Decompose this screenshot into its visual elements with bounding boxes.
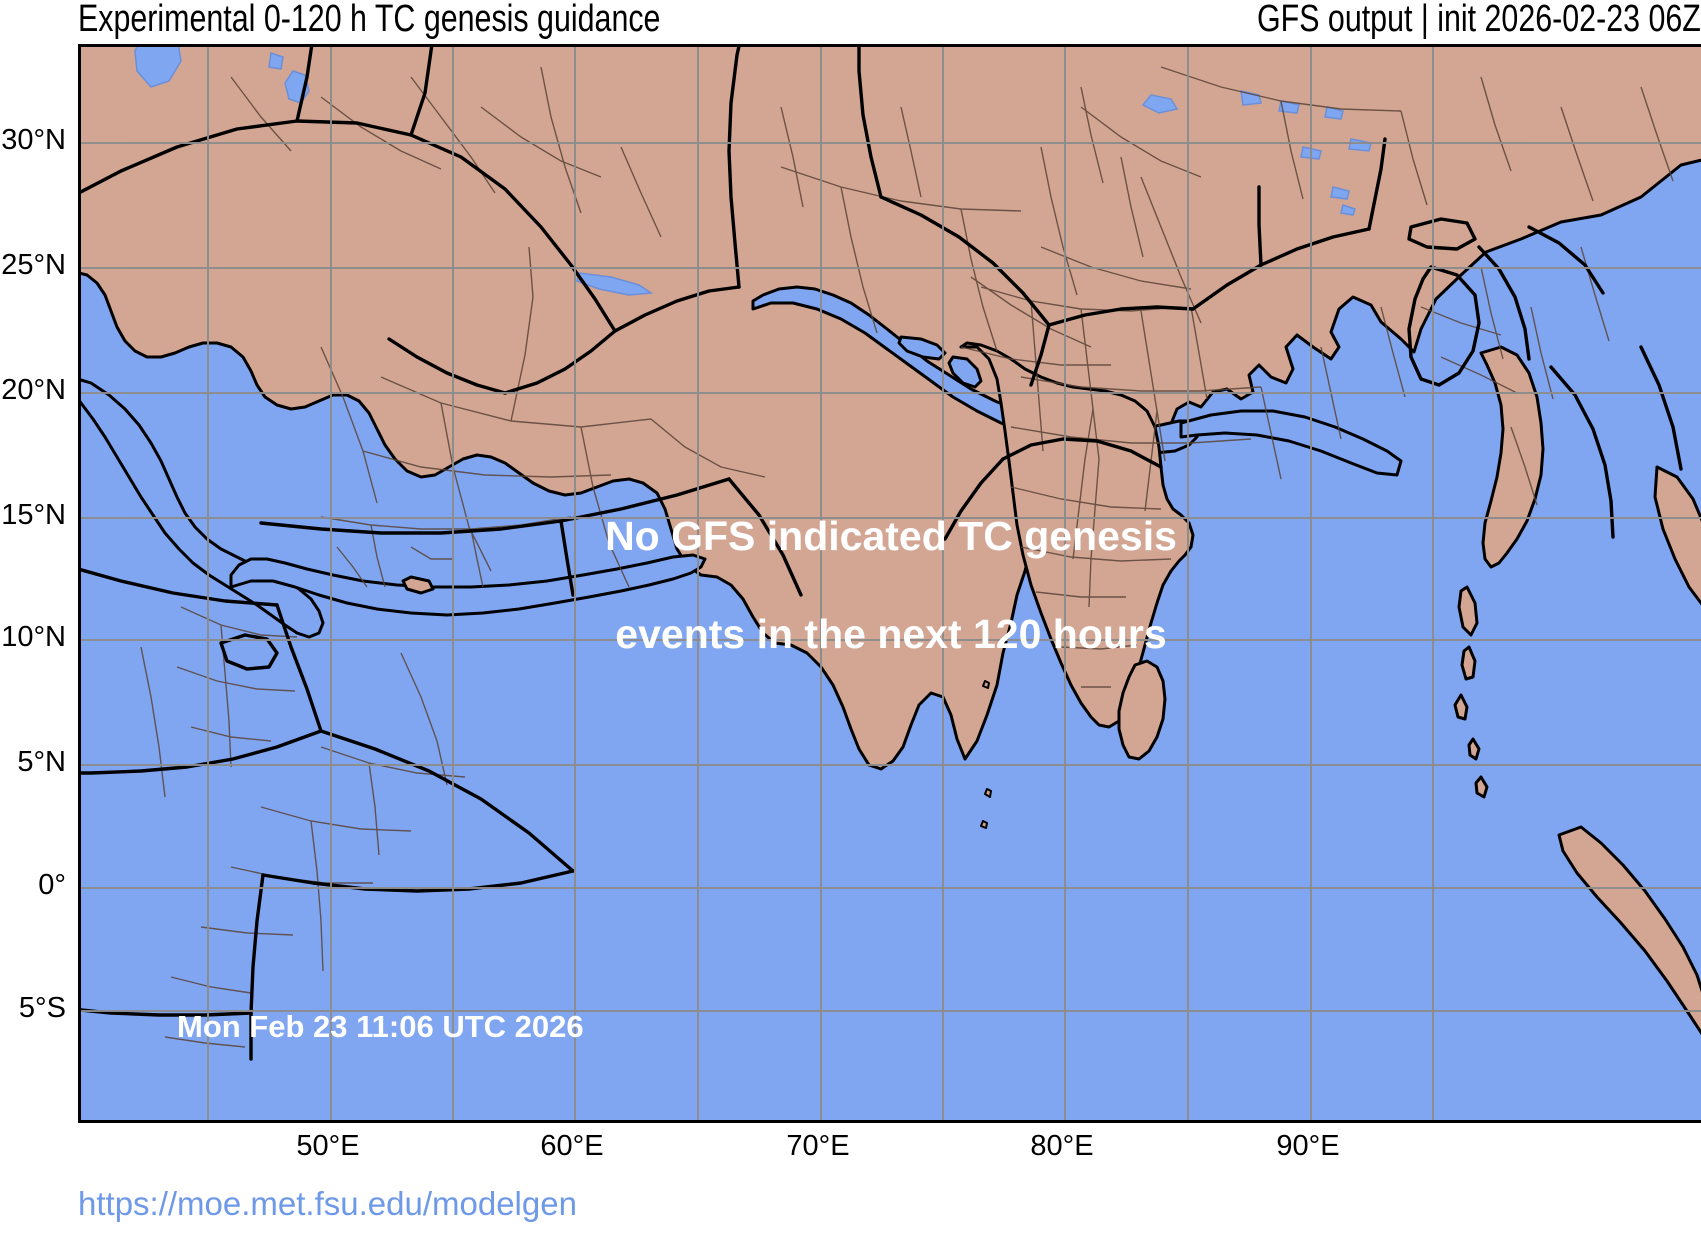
tibet-lake-3 — [1278, 100, 1300, 114]
lon-tick-90e: 90°E — [1276, 1130, 1340, 1162]
lat-tick-5n: 5°N — [17, 746, 66, 778]
country-borders-layer — [81, 47, 1683, 1061]
nicobar-island-north — [1467, 737, 1481, 761]
lon-tick-50e: 50°E — [296, 1130, 360, 1162]
andaman-island-north — [1457, 585, 1479, 637]
model-init-label: GFS output | init 2026-02-23 06Z — [1257, 0, 1701, 40]
lat-tick-10n: 10°N — [1, 621, 66, 653]
lat-tick-5s: 5°S — [18, 992, 66, 1024]
lakshadweep-dot-1 — [982, 680, 990, 689]
lat-tick-20n: 20°N — [1, 374, 66, 406]
map-graphic — [81, 47, 1701, 1120]
nicobar-island-south — [1474, 775, 1489, 799]
andaman-island-mid — [1460, 645, 1477, 681]
header-bar: Experimental 0-120 h TC genesis guidance… — [0, 0, 1701, 44]
tibet-lake-1 — [1141, 94, 1179, 114]
india-peninsula — [959, 341, 1195, 729]
lake-van — [268, 52, 284, 70]
landmass-layer — [81, 47, 1701, 1036]
maldives-dot-2 — [980, 820, 988, 829]
sumatra-island — [1557, 825, 1701, 1036]
lon-tick-70e: 70°E — [786, 1130, 850, 1162]
malay-peninsula — [1653, 465, 1701, 606]
gulf-of-oman — [1179, 409, 1403, 477]
gridlines-layer — [81, 47, 1701, 1120]
lakes-layer — [134, 47, 1372, 296]
gulf-of-kutch — [897, 335, 947, 361]
eurasia-africa-landmass — [81, 47, 1701, 771]
lat-tick-25n: 25°N — [1, 249, 66, 281]
tibet-lake-4 — [1324, 106, 1344, 120]
page-title: Experimental 0-120 h TC genesis guidance — [78, 0, 661, 40]
maldives-dot-1 — [984, 788, 992, 798]
caspian-sea-edge — [134, 47, 182, 88]
lat-tick-0: 0° — [38, 869, 66, 901]
lat-tick-30n: 30°N — [1, 124, 66, 156]
socotra-island — [401, 575, 435, 595]
lon-tick-80e: 80°E — [1030, 1130, 1094, 1162]
admin-boundaries-layer — [140, 66, 1674, 1048]
map-panel[interactable]: No GFS indicated TC genesis events in th… — [78, 44, 1701, 1123]
sri-lanka-island — [1117, 659, 1167, 761]
source-url-link[interactable]: https://moe.met.fsu.edu/modelgen — [78, 1185, 577, 1222]
lat-tick-15n: 15°N — [1, 499, 66, 531]
lon-tick-60e: 60°E — [540, 1130, 604, 1162]
andaman-island-south — [1453, 693, 1469, 721]
tigris-marshes — [576, 272, 654, 296]
himalaya-lake-1 — [1330, 186, 1350, 200]
lake-india-1 — [1340, 204, 1356, 216]
gulf-of-khambhat — [947, 355, 983, 389]
myanmar-landmass — [1479, 345, 1545, 569]
